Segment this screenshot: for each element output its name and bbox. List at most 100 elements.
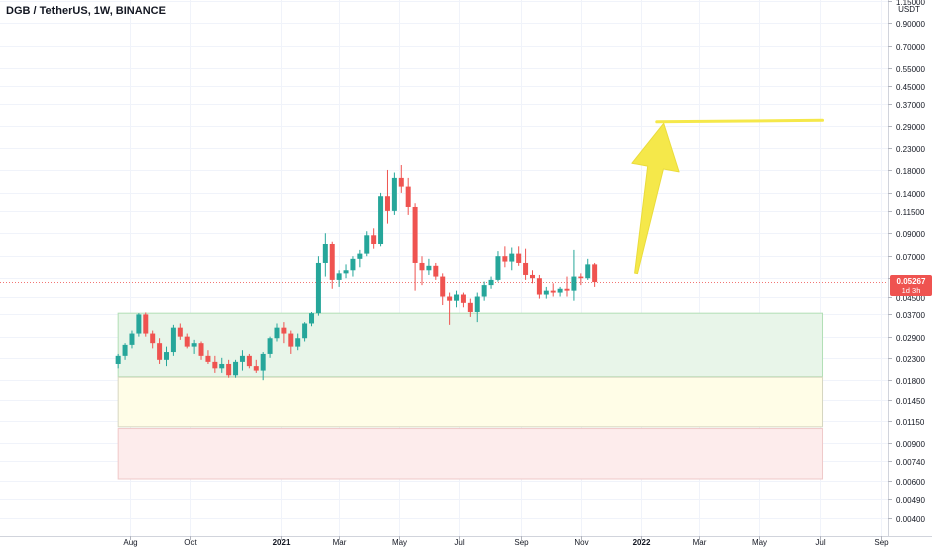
- price-tick-label: 0.18000: [896, 167, 925, 176]
- candle-body: [295, 338, 301, 347]
- candle-down: [523, 248, 529, 280]
- candle-body: [357, 253, 363, 259]
- candle-body: [440, 276, 446, 297]
- candle-down: [143, 312, 149, 337]
- zones: [117, 312, 824, 480]
- time-tick-label: Jul: [815, 538, 825, 547]
- candle-body: [177, 327, 183, 337]
- candle-body: [164, 352, 169, 360]
- candle-body: [378, 196, 384, 244]
- price-tick-label: 0.14000: [896, 190, 925, 199]
- candle-down: [502, 246, 508, 268]
- candle-body: [205, 355, 211, 362]
- candle-down: [371, 228, 377, 249]
- candle-down: [212, 355, 218, 373]
- candle-body: [198, 343, 204, 356]
- candle-up: [233, 359, 239, 378]
- candle-down: [564, 276, 570, 297]
- current-price-countdown: 1d 3h: [902, 286, 921, 295]
- candle-up: [309, 311, 315, 327]
- candle-down: [447, 292, 453, 325]
- candle-up: [357, 249, 363, 268]
- candle-body: [529, 274, 535, 279]
- time-axis[interactable]: Aug Oct 2021 Mar May Jul Sep Nov 2022 Mar May Jul Se…: [123, 536, 889, 547]
- candle-body: [150, 333, 156, 344]
- candle-body: [447, 296, 453, 301]
- candle-body: [419, 262, 425, 271]
- candle-up: [378, 192, 384, 247]
- candle-body: [129, 333, 135, 345]
- time-tick-label: May: [392, 538, 407, 547]
- price-tick-label: 0.11500: [896, 208, 925, 217]
- yellow-zone: [117, 376, 824, 428]
- candle-body: [115, 355, 121, 364]
- candle-body: [274, 327, 280, 339]
- candle-body: [122, 344, 128, 356]
- candle-body: [343, 270, 349, 274]
- candle-down: [384, 169, 390, 224]
- price-tick-label: 0.01800: [896, 377, 925, 386]
- candle-body: [157, 343, 163, 360]
- candle-body: [212, 361, 218, 369]
- price-tick-label: 0.55000: [896, 65, 925, 74]
- candle-body: [384, 196, 390, 211]
- candle-up: [336, 270, 342, 287]
- time-tick-label: May: [752, 538, 767, 547]
- candle-up: [343, 264, 349, 279]
- candle-body: [585, 264, 591, 279]
- symbol-title: DGB / TetherUS, 1W, BINANCE: [6, 5, 166, 17]
- price-tick-label: 0.45000: [896, 83, 925, 92]
- candle-up: [191, 339, 197, 354]
- candle-body: [309, 313, 315, 324]
- candle-body: [467, 302, 473, 312]
- candle-body: [481, 285, 487, 297]
- candle-down: [150, 330, 156, 349]
- candle-body: [474, 296, 480, 312]
- candle-down: [253, 359, 259, 373]
- price-axis[interactable]: 1.15000 0.90000 0.70000 0.55000 0.45000 0.370…: [888, 0, 925, 524]
- candle-down: [440, 273, 446, 306]
- candles: [115, 165, 598, 381]
- candle-body: [578, 276, 584, 279]
- time-tick-label: Sep: [874, 538, 889, 547]
- drawings: [631, 118, 825, 275]
- target-line: [655, 118, 825, 124]
- candle-down: [550, 283, 556, 297]
- candle-down: [516, 246, 522, 266]
- candle-up: [488, 276, 494, 289]
- candle-up: [315, 256, 321, 316]
- price-axis-unit: USDT: [898, 5, 920, 14]
- candle-body: [350, 258, 356, 271]
- price-tick-label: 0.01150: [896, 418, 925, 427]
- candle-body: [391, 177, 397, 211]
- candle-body: [536, 278, 542, 295]
- candle-body: [488, 279, 494, 286]
- price-tick-label: 0.03700: [896, 311, 925, 320]
- price-tick-label: 0.07000: [896, 253, 925, 262]
- candle-down: [246, 353, 252, 369]
- candle-body: [398, 177, 404, 187]
- candle-down: [419, 256, 425, 286]
- candle-body: [219, 363, 225, 369]
- candle-body: [571, 276, 577, 291]
- candle-down: [198, 341, 204, 360]
- candle-body: [267, 338, 273, 354]
- candle-up: [136, 313, 142, 337]
- candle-body: [260, 353, 266, 371]
- candle-down: [157, 338, 163, 364]
- candle-up: [543, 286, 549, 299]
- time-tick-label: Sep: [514, 538, 529, 547]
- candle-up: [274, 323, 280, 342]
- candle-body: [281, 327, 287, 334]
- candle-body: [239, 355, 245, 362]
- candle-body: [233, 361, 239, 376]
- candle-up: [295, 333, 301, 351]
- candle-down: [433, 262, 439, 280]
- time-tick-label: Jul: [454, 538, 464, 547]
- candle-body: [288, 333, 294, 347]
- candle-down: [536, 274, 542, 299]
- candle-up: [115, 353, 121, 369]
- candle-up: [509, 247, 515, 271]
